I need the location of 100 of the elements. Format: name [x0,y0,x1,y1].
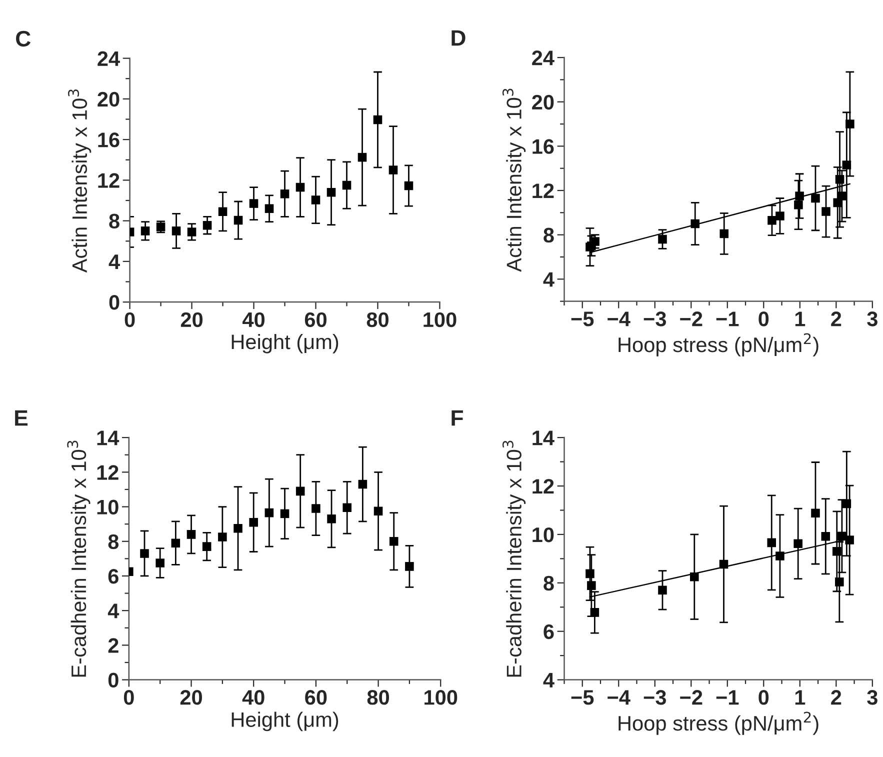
x-tick-label: 1 [795,312,806,326]
point [280,509,290,518]
point [845,536,854,544]
point [795,192,804,200]
x-tick-label: 80 [366,312,388,328]
point [186,530,196,539]
y-tick-label: 4 [543,673,554,688]
point [842,160,852,170]
y-tick-label: 8 [109,214,120,229]
chart-title: F [452,410,463,426]
x-tick-label: 100 [424,312,456,328]
point [202,220,212,230]
point [404,181,414,190]
y-tick-label: 2 [108,638,118,653]
y-tick-label: 8 [108,534,119,550]
point [280,189,290,198]
x-tick-label: 3 [867,312,878,326]
point [719,560,728,569]
point [218,532,227,542]
y-tick-label: 24 [532,50,554,66]
point [171,538,180,548]
point [821,532,830,541]
x-tick-label: −3 [644,312,666,326]
point [835,578,844,586]
point [822,207,830,216]
point [846,120,854,128]
x-axis-title: Hoop stress (pN/μm$^{2}$) [618,712,818,735]
x-tick-label: 2 [831,690,842,705]
point [234,216,243,225]
point [388,166,398,174]
point [587,581,596,590]
y-tick-label: 8 [544,228,554,243]
point [832,547,842,556]
point [296,486,305,496]
y-tick-label: 0 [108,672,118,688]
y-tick-label: 4 [108,254,120,269]
y-tick-label: 8 [544,576,554,591]
point [794,200,803,210]
x-tick-label: −1 [716,690,739,705]
x-tick-label: 0 [124,690,134,705]
y-tick-label: 16 [532,139,554,154]
y-tick-label: 14 [532,430,554,446]
y-tick-label: 12 [98,173,120,188]
point [838,192,846,200]
y-tick-label: 24 [98,51,120,66]
y-tick-label: 6 [108,568,118,584]
point [776,212,784,220]
x-tick-label: 40 [242,690,264,705]
y-tick-label: 20 [532,94,554,110]
x-tick-label: 20 [180,690,202,705]
point [234,524,242,533]
x-tick-label: −2 [680,690,702,705]
y-tick-label: 4 [543,272,554,287]
point [373,115,382,124]
y-tick-label: 16 [98,132,120,148]
point [140,549,149,558]
point [586,569,594,578]
x-tick-label: 60 [304,312,326,328]
point [218,207,228,216]
point [358,480,368,489]
point [658,586,667,595]
point [249,518,258,527]
point [249,199,258,208]
x-tick-label: 20 [180,312,203,328]
point [767,538,776,548]
y-tick-label: 12 [532,478,554,494]
point [768,216,776,225]
point [264,204,274,213]
point [358,152,367,162]
x-tick-label: 40 [242,312,265,328]
x-tick-label: 2 [831,312,842,326]
point [311,196,320,204]
chart-title: D [452,30,466,46]
x-tick-label: 80 [367,690,390,705]
point [140,226,150,236]
point [838,532,846,541]
y-axis-title: Actin Intensity x 10$^{3}$ [502,88,526,272]
point [156,558,164,568]
x-tick-label: 0 [124,312,135,328]
point [776,552,784,560]
point [342,180,352,190]
point [312,504,320,513]
point [389,536,398,546]
x-tick-label: 3 [867,690,878,705]
y-tick-label: 6 [544,624,554,640]
y-tick-label: 14 [97,430,120,446]
x-tick-label: 0 [758,690,769,705]
x-tick-label: −5 [571,312,594,326]
point [202,542,212,551]
point [658,234,667,244]
point [811,194,820,203]
x-axis-title: Height (μm) [232,712,338,732]
point [690,219,700,228]
x-tick-label: −4 [608,312,630,326]
point [327,514,336,524]
point [690,572,699,582]
point [342,503,352,512]
point [590,237,600,246]
x-tick-label: 60 [305,690,327,705]
chart-title: C [16,30,31,47]
